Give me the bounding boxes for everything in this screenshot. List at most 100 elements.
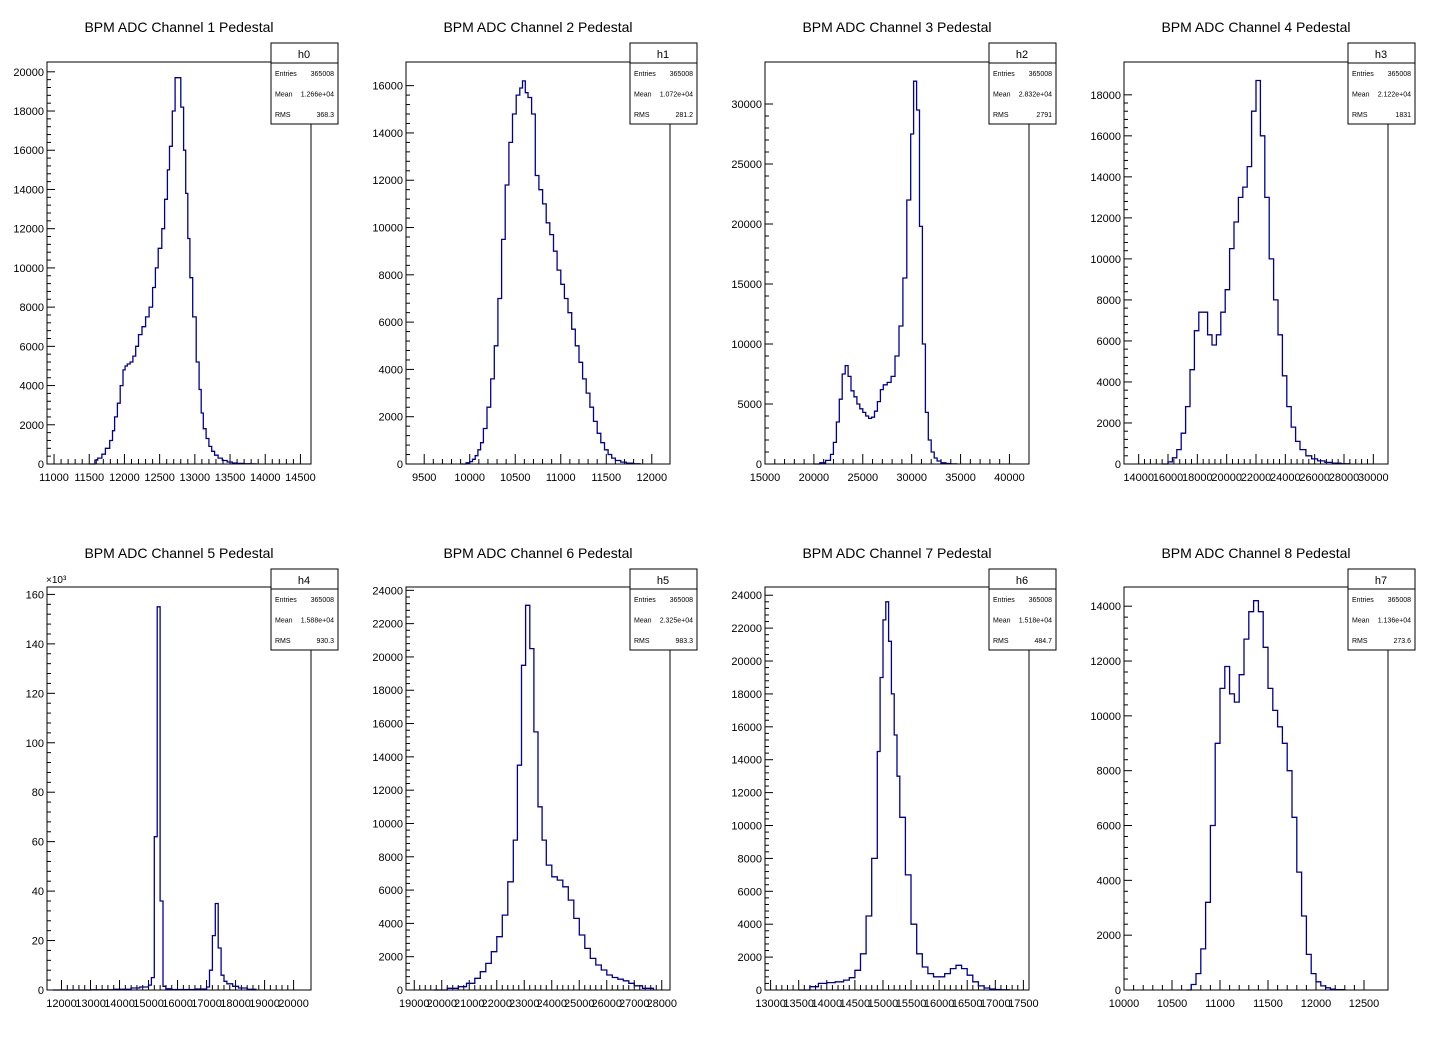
y-tick-label: 0 [1115,459,1121,471]
stats-value: 2.832e+04 [1019,92,1052,99]
histogram-panel-3: BPM ADC Channel 3 Pedestal 0 5000 10000 1500… [731,19,1057,484]
stats-box-name: h6 [1016,575,1028,587]
x-tick-label: 20000 [799,472,830,484]
y-tick-label: 4000 [738,919,762,931]
y-tick-label: 120 [26,688,44,700]
y-tick-label: 22000 [372,619,403,631]
y-tick-label: 10000 [13,263,44,275]
y-tick-label: 5000 [738,399,762,411]
panel-title: BPM ADC Channel 7 Pedestal [802,545,991,561]
x-tick-label: 14000 [250,472,281,484]
x-tick-label: 22000 [1241,472,1272,484]
stats-label: Mean [634,92,652,99]
y-tick-label: 10000 [731,821,762,833]
x-tick-label: 17000 [980,998,1011,1010]
y-tick-label: 10000 [1090,711,1121,723]
y-tick-label: 20000 [731,219,762,231]
y-tick-label: 14000 [372,752,403,764]
x-tick-label: 9500 [412,472,436,484]
histogram-line [52,606,257,991]
y-tick-label: 25000 [731,159,762,171]
x-tick-label: 14000 [104,998,135,1010]
stats-value: 1.518e+04 [1019,618,1052,625]
y-tick-label: 20000 [372,652,403,664]
stats-label: RMS [993,112,1009,119]
x-tick-label: 22000 [481,998,512,1010]
stats-box: h4 Entries 365008 Mean 1.588e+04 RMS 930.3 [270,568,339,651]
stats-label: Entries [275,71,297,78]
x-tick-label: 10000 [454,472,485,484]
x-tick-label: 12500 [1349,998,1380,1010]
stats-label: Entries [1352,71,1374,78]
panel-title: BPM ADC Channel 6 Pedestal [443,545,632,561]
stats-label: Entries [993,71,1015,78]
x-tick-label: 16500 [952,998,983,1010]
y-tick-label: 4000 [1097,875,1121,887]
x-tick-label: 21000 [454,998,485,1010]
y-tick-label: 10000 [372,223,403,235]
stats-label: Mean [993,92,1011,99]
y-tick-label: 6000 [738,886,762,898]
stats-label: Mean [1352,92,1370,99]
x-tick-label: 10500 [500,472,531,484]
y-tick-label: 20000 [731,656,762,668]
y-tick-label: 0 [397,459,403,471]
y-tick-label: 18000 [13,106,44,118]
stats-label: RMS [1352,112,1368,119]
y-tick-label: 2000 [379,952,403,964]
stats-label: Entries [1352,597,1374,604]
y-tick-label: 14000 [13,184,44,196]
x-tick-label: 14500 [840,998,871,1010]
y-tick-label: 18000 [372,685,403,697]
histogram-panel-8: BPM ADC Channel 8 Pedestal 0 2000 4000 6000 8… [1090,545,1416,1010]
y-tick-label: 0 [1115,985,1121,997]
stats-box: h2 Entries 365008 Mean 2.832e+04 RMS 2791 [988,42,1057,125]
x-tick-label: 11500 [1253,998,1283,1010]
panel-title: BPM ADC Channel 3 Pedestal [802,19,991,35]
y-tick-label: 6000 [1097,821,1121,833]
x-tick-label: 35000 [945,472,976,484]
stats-box-frame [1347,42,1416,125]
y-tick-label: 14000 [372,128,403,140]
stats-value: 1.136e+04 [1378,618,1411,625]
panel-title: BPM ADC Channel 1 Pedestal [84,19,273,35]
y-tick-label: 140 [26,639,44,651]
x-tick-label: 16000 [924,998,955,1010]
y-tick-label: 0 [756,459,762,471]
stats-box-frame [988,42,1057,125]
x-tick-label: 40000 [994,472,1025,484]
histogram-line [89,77,257,465]
stats-box: h1 Entries 365008 Mean 1.072e+04 RMS 281.2 [629,42,698,125]
stats-value: 368.3 [316,112,334,119]
x-tick-label: 17500 [1008,998,1039,1010]
stats-box: h5 Entries 365008 Mean 2.325e+04 RMS 983.3 [629,568,698,651]
histogram-line [798,601,1010,991]
x-tick-label: 16000 [1153,472,1184,484]
stats-value: 365008 [670,71,693,78]
x-tick-label: 25000 [847,472,878,484]
x-tick-label: 14000 [1123,472,1154,484]
y-tick-label: 2000 [1097,418,1121,430]
y-tick-label: 2000 [379,412,403,424]
stats-value: 983.3 [675,638,693,645]
x-tick-label: 10500 [1157,998,1188,1010]
histogram-panel-6: BPM ADC Channel 6 Pedestal 0 2000 4000 6000 8… [372,545,698,1010]
stats-label: Mean [993,618,1011,625]
histogram-panel-2: BPM ADC Channel 2 Pedestal 0 2000 4000 6000 8… [372,19,698,484]
stats-value: 1831 [1395,112,1411,119]
stats-box-frame [629,568,698,651]
y-tick-label: 15000 [731,279,762,291]
x-tick-label: 28000 [1329,472,1360,484]
histogram-panel-4: BPM ADC Channel 4 Pedestal 0 2000 4000 6000 8… [1090,19,1416,484]
y-tick-label: 18000 [731,689,762,701]
x-tick-label: 15000 [868,998,899,1010]
x-tick-label: 23000 [509,998,540,1010]
stats-value: 365008 [1029,597,1052,604]
stats-box: h0 Entries 365008 Mean 1.266e+04 RMS 368.3 [270,42,339,125]
x-tick-label: 14500 [285,472,316,484]
x-tick-label: 10000 [1109,998,1140,1010]
stats-label: Mean [275,618,293,625]
y-tick-label: 0 [38,985,44,997]
